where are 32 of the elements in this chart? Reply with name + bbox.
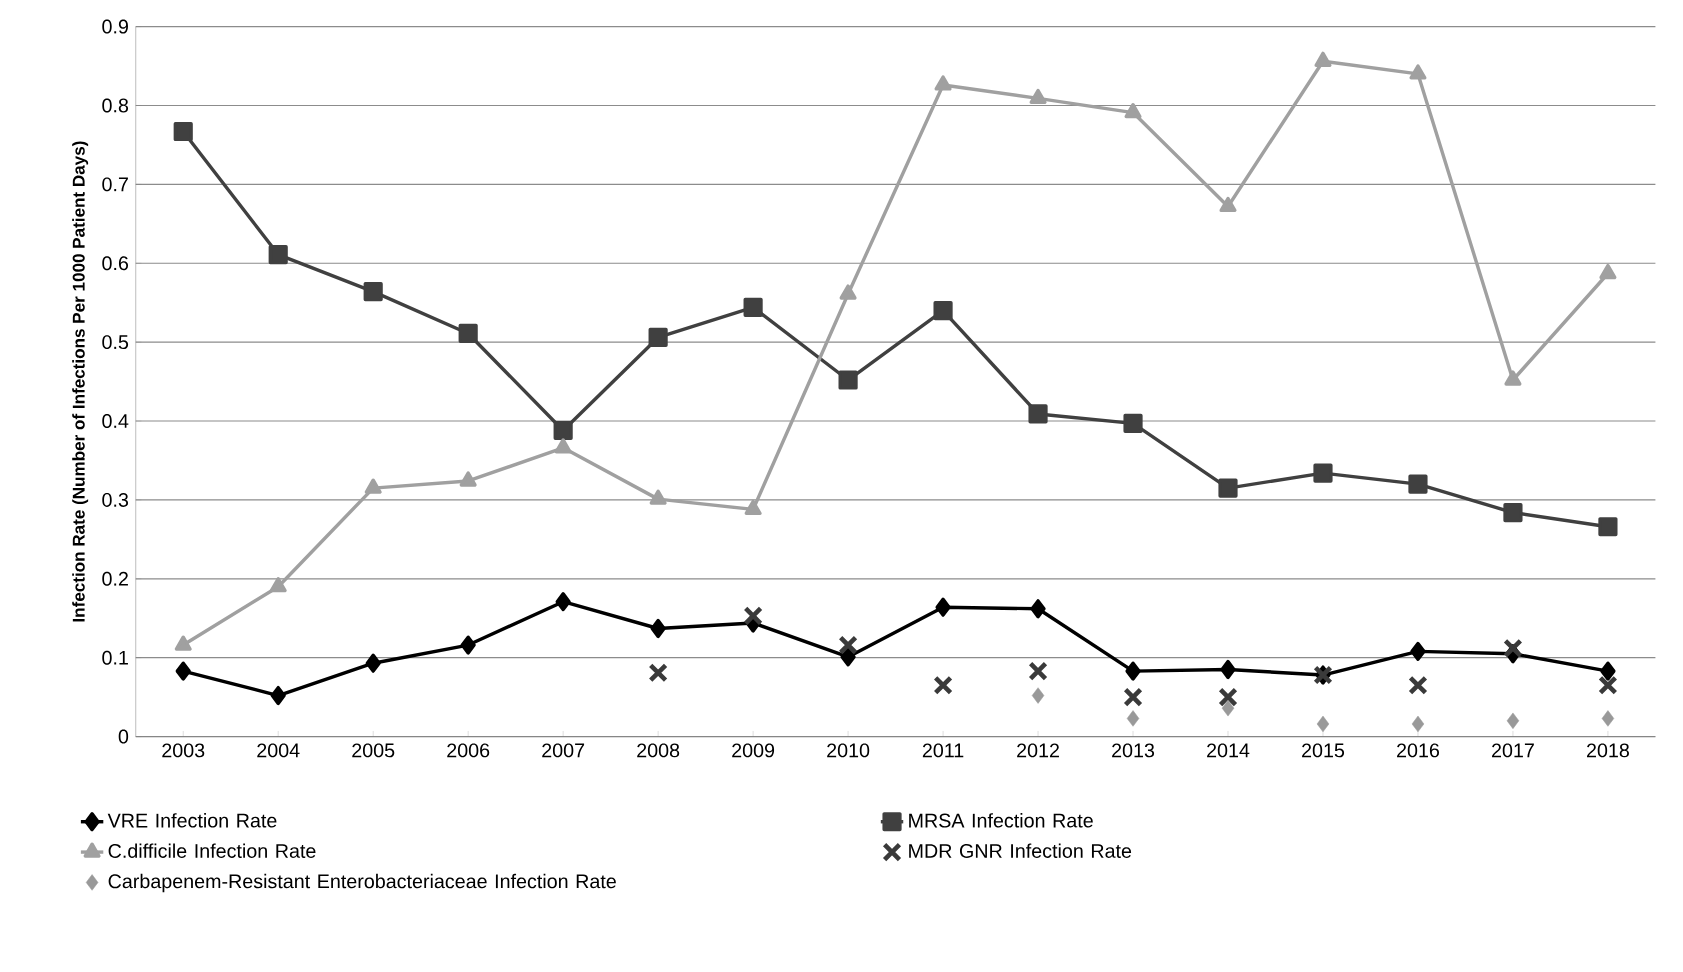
x-tick-label: 2005 bbox=[352, 743, 395, 758]
x-tick-label: 2016 bbox=[1397, 743, 1440, 758]
x-tick-label: 2008 bbox=[637, 743, 680, 758]
y-tick-label: 0.2 bbox=[102, 571, 128, 586]
legend-label: Carbapenem-Resistant Enterobacteriaceae Infection Rate bbox=[108, 873, 616, 893]
y-tick-label: 0 bbox=[118, 729, 129, 744]
y-tick-label: 0.4 bbox=[102, 414, 129, 428]
y-tick-label: 0.9 bbox=[102, 19, 128, 34]
legend-label: VRE Infection Rate bbox=[107, 813, 277, 828]
y-tick-label: 0.5 bbox=[102, 335, 129, 350]
y-axis-title: Infection Rate (Number of Infections Per 1000 Patient Days) bbox=[72, 141, 89, 622]
y-tick-label: 0.1 bbox=[102, 650, 128, 665]
legend-label: MRSA Infection Rate bbox=[909, 813, 1093, 828]
y-tick-label: 0.8 bbox=[102, 98, 129, 113]
x-tick-label: 2010 bbox=[827, 743, 870, 758]
x-tick-label: 2013 bbox=[1112, 743, 1155, 758]
x-tick-label: 2018 bbox=[1587, 743, 1629, 758]
x-tick-label: 2015 bbox=[1302, 743, 1345, 758]
x-tick-label: 2007 bbox=[542, 743, 585, 758]
legend-label: C.difficile Infection Rate bbox=[108, 843, 316, 858]
x-tick-label: 2012 bbox=[1017, 743, 1059, 758]
y-tick-label: 0.7 bbox=[102, 177, 128, 192]
x-tick-label: 2011 bbox=[922, 743, 964, 758]
x-tick-label: 2004 bbox=[257, 743, 300, 758]
x-tick-label: 2006 bbox=[447, 743, 490, 758]
x-tick-label: 2014 bbox=[1207, 743, 1250, 758]
x-tick-label: 2009 bbox=[732, 743, 775, 758]
legend-label: MDR GNR Infection Rate bbox=[909, 843, 1132, 858]
x-tick-label: 2003 bbox=[162, 743, 205, 758]
y-tick-label: 0.6 bbox=[102, 256, 129, 271]
y-tick-label: 0.3 bbox=[102, 492, 129, 507]
x-tick-label: 2017 bbox=[1492, 743, 1534, 758]
